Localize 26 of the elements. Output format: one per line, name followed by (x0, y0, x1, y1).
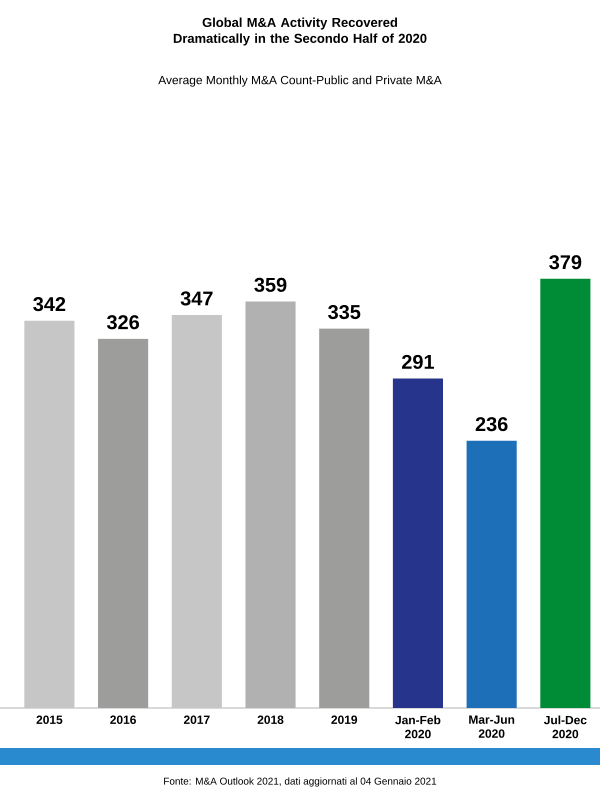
bar (98, 338, 148, 708)
bar (392, 378, 444, 708)
x-tick-label: 2018 (258, 716, 284, 724)
bar (540, 278, 590, 708)
source-note: Fonte: M&A Outlook 2021, dati aggiornati al 04 Gennaio 2021 (164, 777, 436, 787)
data-label: 342 (33, 297, 66, 312)
x-tick-label: Mar-Jun 2020 (469, 716, 514, 738)
chart-title: Global M&A Activity Recovered Dramatically in the Secondo Half of 2020 (174, 18, 426, 46)
data-label: 326 (106, 315, 139, 330)
chart-subtitle: Average Monthly M&A Count-Public and Private M&A (158, 76, 442, 87)
x-tick-label: 2015 (36, 716, 62, 724)
bar (319, 328, 370, 708)
data-label: 379 (549, 255, 582, 270)
bar (172, 315, 222, 708)
x-tick-label: Jul-Dec 2020 (544, 716, 587, 738)
bar (24, 320, 74, 708)
data-label: 359 (254, 278, 286, 292)
data-label: 291 (402, 354, 434, 369)
data-label: 236 (476, 417, 508, 432)
data-label: 335 (328, 304, 360, 320)
x-tick-label: 2016 (110, 716, 136, 724)
x-tick-label: 2017 (184, 716, 210, 724)
bar (466, 440, 517, 708)
data-label: 347 (180, 291, 213, 306)
x-tick-label: Jan-Feb 2020 (395, 716, 440, 738)
x-tick-label: 2019 (331, 716, 358, 724)
